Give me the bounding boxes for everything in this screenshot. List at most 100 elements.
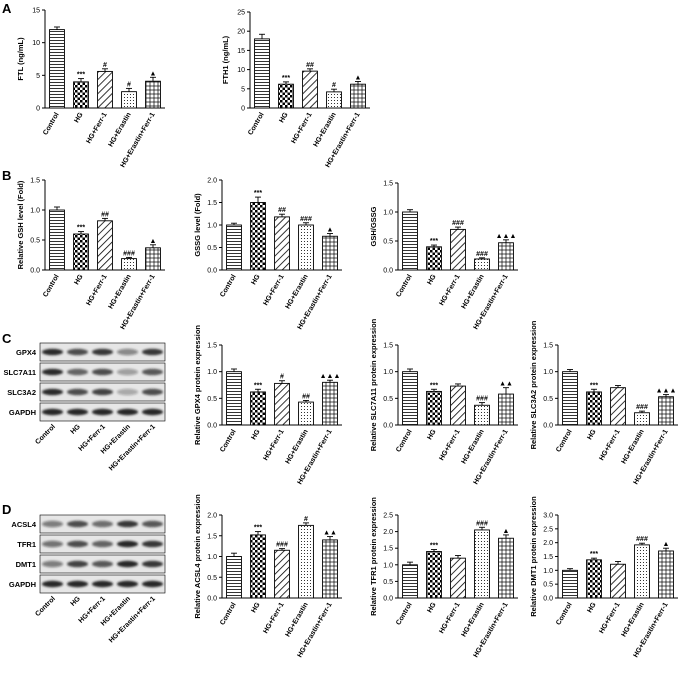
significance-mark: ▲▲▲	[320, 373, 341, 380]
significance-mark: ###	[476, 396, 488, 403]
category-label: HG+Erastin	[621, 429, 646, 466]
blot-band	[67, 408, 88, 416]
category-label: HG+Ferr-1	[262, 273, 285, 306]
significance-mark: ***	[254, 525, 262, 532]
blot-protein-label: GAPDH	[9, 408, 36, 417]
bar-control	[402, 371, 418, 426]
chart-b2: 0.0 0.5 1.0 1.5 2.0 GSSG level (Fold) Control *…	[193, 178, 342, 331]
category-label: HG+Ferr-1	[598, 428, 621, 461]
blot-band	[67, 560, 88, 568]
y-tick-label: 25	[237, 10, 245, 17]
bar-hg-ferr-1	[610, 387, 626, 426]
significance-mark: ##	[278, 207, 286, 214]
category-label: HG+Ferr-1	[85, 273, 108, 306]
chart-c2: 0.0 0.5 1.0 1.5 Relative SLC7A11 protein exp…	[369, 318, 518, 486]
category-label: HG	[278, 111, 290, 124]
y-axis-label: Relative SLC3A2 protein expression	[529, 320, 538, 449]
significance-mark: ##	[101, 211, 109, 218]
significance-mark: ###	[636, 536, 648, 543]
blot-band	[117, 580, 138, 588]
significance-mark: ***	[77, 72, 85, 79]
blot-protein-label: GAPDH	[9, 580, 36, 589]
category-label: HG+Ferr-1	[262, 428, 285, 461]
blot-band	[67, 520, 88, 528]
bar-control	[226, 371, 242, 426]
y-axis-label: Relative DMT1 protein expression	[529, 496, 538, 617]
significance-mark: ***	[430, 382, 438, 389]
blot-band	[142, 580, 163, 588]
blot-band	[142, 348, 163, 356]
y-tick-label: 0.5	[383, 239, 393, 246]
bar-control	[226, 224, 242, 271]
significance-mark: #	[103, 62, 107, 69]
y-tick-label: 3.0	[543, 513, 553, 520]
panel-label-d: D	[2, 502, 11, 517]
y-axis-label: Relative SLC7A11 protein expression	[369, 318, 378, 451]
bar-hg-erastin-ferr-1	[498, 242, 514, 271]
significance-mark: #	[127, 81, 131, 88]
category-label: HG	[426, 601, 438, 614]
panel-label-c: C	[2, 331, 12, 346]
category-label: HG+Ferr-1	[290, 111, 313, 144]
bar-hg	[426, 551, 442, 599]
blot-band	[42, 580, 63, 588]
y-tick-label: 1.5	[207, 343, 217, 350]
chart-a2: 0 5 10 15 20 25 FTH1 (ng/mL) Control *** HG ## HG+F…	[221, 10, 370, 169]
significance-mark: ###	[123, 250, 135, 257]
bar-hg-erastin-ferr-1	[350, 83, 366, 109]
bar-hg-erastin	[298, 224, 314, 271]
y-tick-label: 0.0	[207, 268, 217, 275]
bar-hg-erastin-ferr-1	[498, 393, 514, 426]
chart-a1: 0 5 10 15 FTL (ng/mL) Control *** HG # HG+Ferr-1 #…	[16, 8, 165, 169]
category-label: HG+Erastin	[108, 274, 133, 311]
blot-band	[92, 408, 113, 416]
significance-mark: ##	[302, 393, 310, 400]
bar-control	[402, 211, 418, 271]
y-tick-label: 1.5	[207, 533, 217, 540]
category-label: HG	[250, 273, 262, 286]
y-tick-label: 1.0	[543, 369, 553, 376]
significance-mark: ***	[282, 75, 290, 82]
blot-band	[117, 368, 138, 376]
bar-hg-ferr-1	[450, 228, 466, 271]
significance-mark: ▲	[327, 227, 334, 234]
significance-mark: ***	[590, 382, 598, 389]
bar-hg	[250, 202, 266, 271]
y-axis-label: Relative GPX4 protein expression	[193, 325, 202, 445]
significance-mark: ###	[276, 542, 288, 549]
y-tick-label: 0.0	[383, 423, 393, 430]
blot-lane-label: HG+Erastin+Ferr-1	[108, 423, 157, 472]
category-label: HG+Ferr-1	[438, 601, 461, 634]
blot-band	[42, 540, 63, 548]
bar-hg	[250, 391, 266, 426]
y-tick-label: 0.5	[30, 238, 40, 245]
significance-mark: ***	[77, 225, 85, 232]
y-axis-label: FTH1 (ng/mL)	[221, 35, 230, 84]
blot-band	[67, 388, 88, 396]
blot-band	[42, 408, 63, 416]
blot-band	[42, 520, 63, 528]
y-axis-label: GSSG level (Fold)	[193, 193, 202, 257]
chart-b3: 0.0 0.5 1.0 1.5 GSH/GSSG Control *** HG ### HG+Fe…	[369, 181, 518, 331]
category-label: HG+Ferr-1	[85, 111, 108, 144]
bar-hg-erastin	[121, 91, 137, 109]
blot-band	[142, 560, 163, 568]
category-label: Control	[219, 273, 238, 298]
bar-hg-erastin	[474, 529, 490, 599]
y-tick-label: 0.5	[543, 582, 553, 589]
blot-band	[142, 388, 163, 396]
significance-mark: ###	[636, 404, 648, 411]
bar-hg-ferr-1	[274, 216, 290, 271]
y-tick-label: 0.5	[207, 396, 217, 403]
y-tick-label: 2.0	[543, 540, 553, 547]
blot-protein-label: GPX4	[16, 348, 37, 357]
bar-hg-erastin-ferr-1	[658, 396, 674, 426]
y-tick-label: 0.5	[207, 245, 217, 252]
blot-band	[142, 368, 163, 376]
blot-band	[117, 540, 138, 548]
bar-hg-ferr-1	[610, 563, 626, 599]
category-label: HG+Ferr-1	[598, 601, 621, 634]
